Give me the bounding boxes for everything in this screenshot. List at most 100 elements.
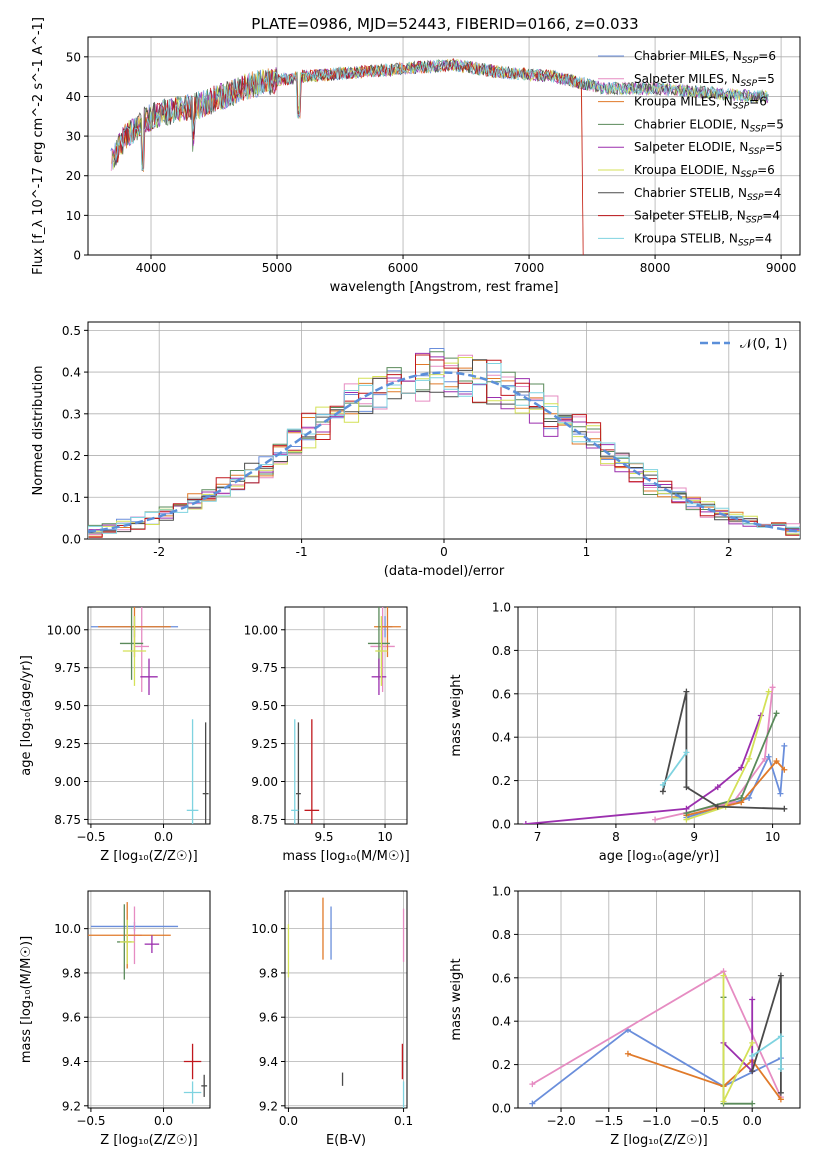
mass_vs_Z-ylabel: mass [log₁₀(M/M☉)]	[19, 936, 34, 1063]
y-tick-label: 1.0	[492, 885, 511, 899]
mass-weight-series	[686, 691, 770, 821]
legend-nssp-sub: SSP	[748, 147, 765, 157]
mass-weight-marker	[529, 1081, 536, 1088]
mass-weight-marker	[781, 766, 788, 773]
y-tick-label: 9.4	[62, 1055, 81, 1069]
legend-nssp-eq: =	[749, 95, 759, 109]
legend-label: Salpeter ELODIE, NSSP=5	[634, 140, 783, 157]
mass_weight_vs_age-xlabel: age [log₁₀(age/yr)]	[599, 849, 720, 864]
spectrum-model-line	[114, 59, 769, 171]
y-tick-label: 50	[66, 50, 81, 64]
legend-nssp: 5	[767, 72, 775, 86]
legend-model: Chabrier STELIB	[634, 186, 730, 200]
mass-weight-series	[686, 759, 785, 817]
legend-nssp-eq: =	[757, 163, 767, 177]
mass_vs_EBV-points	[287, 897, 405, 1108]
legend-nssp-eq: =	[758, 49, 768, 63]
y-tick-label: 0.4	[492, 731, 511, 745]
age_vs_mass-frame	[284, 606, 408, 825]
y-tick-label: 9.75	[54, 661, 81, 675]
mass-weight-marker	[746, 794, 753, 801]
age_vs_mass-axes: 9.5 10 8.75 9.00 9.25 9.50 9.75 10.00 mass [log₁…	[244, 607, 410, 864]
y-tick-label: 9.25	[54, 737, 81, 751]
mass-weight-marker	[765, 688, 772, 695]
y-tick-label: 9.50	[251, 699, 278, 713]
x-tick-label: 9.5	[314, 830, 333, 844]
mass_vs_Z-frame	[87, 890, 211, 1109]
x-tick-label: −1.5	[594, 1114, 623, 1128]
y-tick-label: 0.6	[492, 687, 511, 701]
x-tick-label: 0.0	[154, 830, 173, 844]
x-tick-label: -2	[153, 545, 165, 559]
y-tick-label: 0.0	[492, 1102, 511, 1116]
legend-nssp-prefix: , N	[732, 140, 749, 154]
legend-model: Chabrier MILES	[634, 49, 725, 63]
mass-weight-marker	[749, 1039, 756, 1046]
x-tick-label: 0.0	[279, 1114, 298, 1128]
mass-weight-marker	[738, 794, 745, 801]
mass-weight-series	[662, 751, 688, 786]
figure-title: PLATE=0986, MJD=52443, FIBERID=0166, z=0…	[251, 15, 638, 33]
y-tick-label: 10	[66, 209, 81, 223]
legend-nssp-prefix: , N	[724, 163, 741, 177]
legend-nssp-sub: SSP	[746, 216, 763, 226]
histogram-legend-label: 𝒩(0, 1)	[740, 337, 787, 352]
mass-weight-marker	[659, 781, 666, 788]
mass_vs_Z-axes: −0.5 0.0 9.2 9.4 9.6 9.8 10.0 Z [log₁₀(Z/Z☉)] ma…	[19, 891, 210, 1148]
legend-nssp: 4	[774, 186, 782, 200]
y-tick-label: 10.00	[244, 623, 278, 637]
age_vs_Z-xlabel: Z [log₁₀(Z/Z☉)]	[100, 849, 197, 864]
mass-weight-marker	[738, 764, 745, 771]
x-tick-label: 10	[377, 830, 392, 844]
legend-nssp-sub: SSP	[742, 56, 759, 66]
legend-nssp-prefix: , N	[721, 231, 738, 245]
legend-model: Kroupa STELIB	[634, 231, 721, 245]
legend-nssp-eq: =	[762, 209, 772, 223]
y-tick-label: 9.6	[62, 1011, 81, 1025]
y-tick-label: 40	[66, 90, 81, 104]
mass-weight-marker	[683, 816, 690, 823]
legend-label: Salpeter MILES, NSSP=5	[634, 72, 775, 89]
legend-nssp: 6	[767, 163, 775, 177]
y-tick-label: 0.0	[62, 533, 81, 547]
mass-weight-marker	[683, 784, 690, 791]
mass-weight-series	[686, 712, 778, 814]
mass-weight-marker	[720, 972, 727, 979]
mass_weight_vs_Z-xlabel: Z [log₁₀(Z/Z☉)]	[610, 1133, 707, 1148]
x-tick-label: −0.5	[76, 1114, 105, 1128]
spectrum-model-line	[113, 58, 584, 255]
y-tick-label: 9.25	[251, 737, 278, 751]
y-tick-label: 0.4	[62, 366, 81, 380]
legend-nssp-sub: SSP	[750, 124, 767, 134]
legend-nssp-prefix: , N	[724, 72, 741, 86]
mass-weight-marker	[652, 816, 659, 823]
y-tick-label: 0.4	[492, 1015, 511, 1029]
age_vs_Z-ylabel: age [log₁₀(age/yr)]	[19, 655, 34, 776]
legend-model: Kroupa ELODIE	[634, 163, 724, 177]
legend-nssp-eq: =	[754, 231, 764, 245]
legend-model: Chabrier ELODIE	[634, 117, 733, 131]
legend-label: Chabrier STELIB, NSSP=4	[634, 186, 781, 203]
residual_histogram-xlabel: (data-model)/error	[384, 564, 505, 579]
x-tick-label: 7000	[514, 261, 545, 275]
x-tick-label: 0	[440, 545, 448, 559]
x-tick-label: −0.5	[690, 1114, 719, 1128]
x-tick-label: 0.0	[743, 1114, 762, 1128]
y-tick-label: 0.8	[492, 644, 511, 658]
mass_weight_vs_Z-lines	[529, 968, 784, 1107]
y-tick-label: 9.75	[251, 661, 278, 675]
spectrum-frame	[87, 36, 801, 256]
y-tick-label: 9.8	[259, 966, 278, 980]
legend-model: Salpeter ELODIE	[634, 140, 732, 154]
x-tick-label: 10	[765, 830, 780, 844]
mass_weight_vs_age-lines	[522, 684, 788, 824]
legend-nssp-prefix: , N	[729, 209, 746, 223]
mass-weight-marker	[773, 710, 780, 717]
mass-weight-marker	[773, 758, 780, 765]
mass_weight_vs_Z-frame	[517, 890, 801, 1109]
mass_vs_EBV-axes: 0.0 0.1 9.2 9.4 9.6 9.8 10.0 E(B-V)	[251, 891, 413, 1148]
mass-weight-marker	[714, 803, 721, 810]
y-tick-label: 0.2	[62, 449, 81, 463]
y-tick-label: 0.5	[62, 324, 81, 338]
y-tick-label: 0.8	[492, 928, 511, 942]
